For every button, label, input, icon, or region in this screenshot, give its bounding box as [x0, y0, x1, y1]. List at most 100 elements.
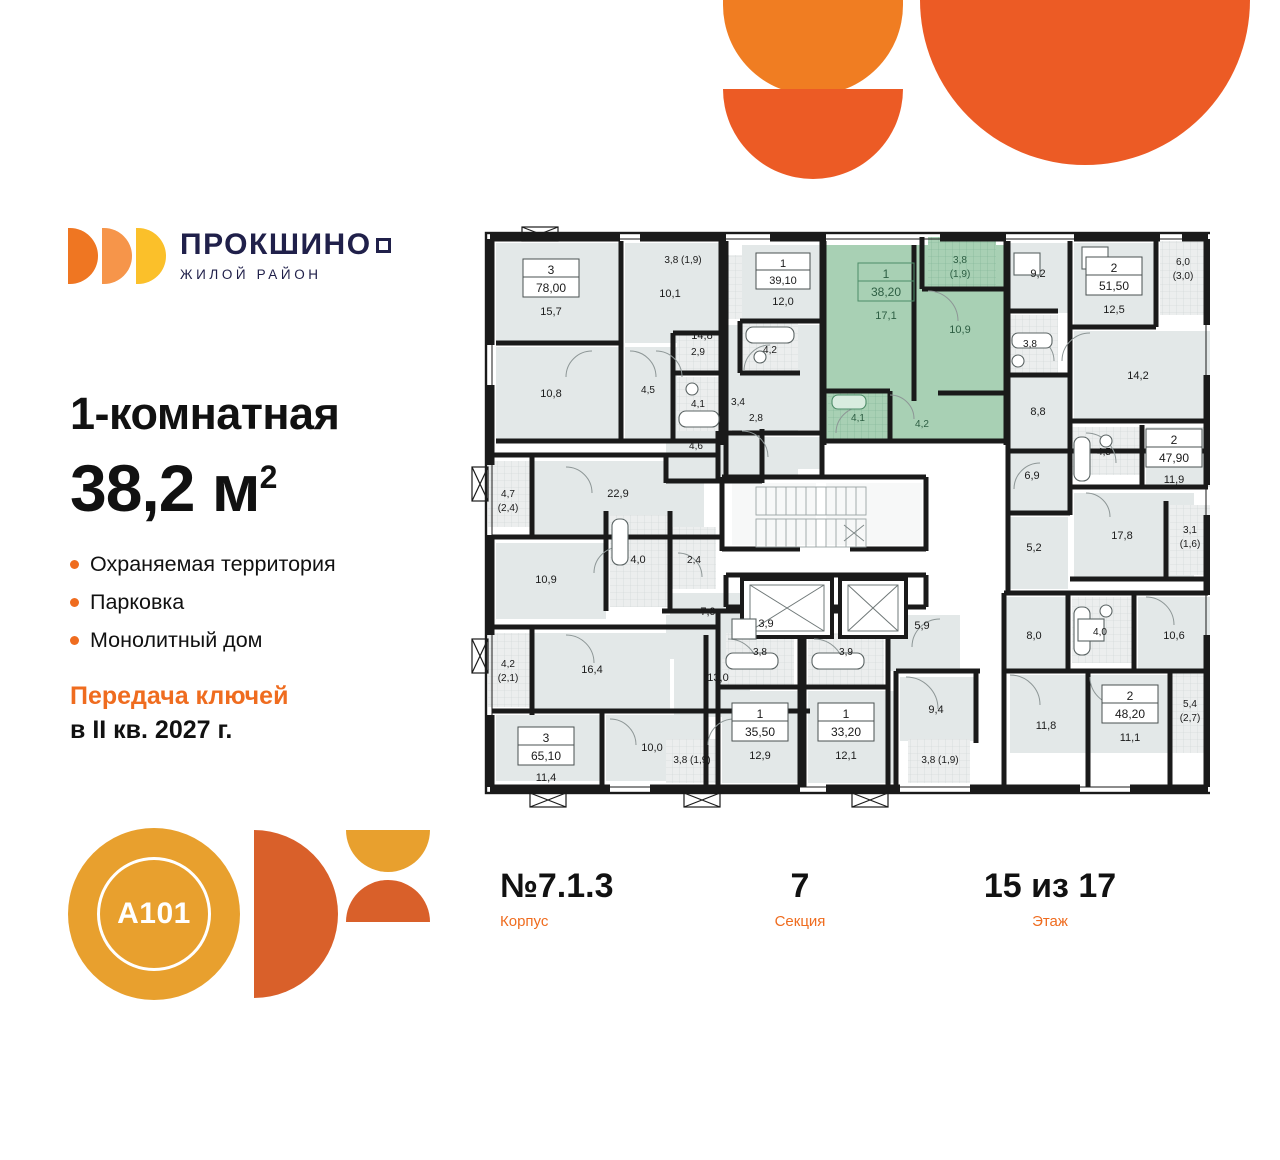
svg-text:3,4: 3,4 [731, 397, 745, 408]
svg-text:6,9: 6,9 [1024, 470, 1039, 482]
brand-title-text: ПРОКШИНО [180, 228, 372, 261]
svg-text:3,8 (1,9): 3,8 (1,9) [673, 755, 710, 766]
brand-square-icon [375, 237, 391, 253]
svg-text:(2,4): (2,4) [498, 503, 519, 514]
meta-korpus: №7.1.3 Корпус [500, 867, 680, 931]
unit-badge: 3 65,10 [517, 726, 575, 766]
svg-text:33,20: 33,20 [831, 725, 861, 739]
svg-text:4,5: 4,5 [1097, 447, 1111, 458]
brand-title: ПРОКШИНО [180, 230, 391, 260]
key-handover-block: Передача ключей в II кв. 2027 г. [70, 680, 288, 748]
meta-korpus-value: №7.1.3 [500, 867, 614, 905]
svg-text:16,4: 16,4 [581, 664, 602, 676]
svg-text:14,8: 14,8 [691, 330, 712, 342]
unit-badge: 2 51,50 [1085, 256, 1143, 296]
meta-korpus-label: Корпус [500, 913, 549, 931]
feature-list: Охраняемая территория Парковка Монолитны… [70, 552, 336, 666]
a101-shape-bowl [346, 830, 430, 872]
svg-text:48,20: 48,20 [1115, 707, 1145, 721]
feature-label: Парковка [90, 590, 185, 614]
svg-text:10,0: 10,0 [641, 742, 662, 754]
svg-text:2,4: 2,4 [687, 555, 701, 566]
list-item: Охраняемая территория [70, 552, 336, 577]
apartment-area-unit: 2 [259, 459, 278, 495]
svg-text:9,2: 9,2 [1030, 268, 1045, 280]
a101-circle: A101 [68, 828, 240, 1000]
svg-text:9,4: 9,4 [928, 704, 943, 716]
svg-text:17,1: 17,1 [875, 310, 896, 322]
plan-walls [484, 231, 1210, 795]
dot-icon [70, 560, 79, 569]
svg-text:10,9: 10,9 [535, 574, 556, 586]
svg-text:3,8: 3,8 [753, 647, 767, 658]
svg-text:5,9: 5,9 [914, 620, 929, 632]
svg-text:4,6: 4,6 [689, 441, 703, 452]
decor-half-circle-bottom [723, 89, 903, 179]
svg-text:13,0: 13,0 [707, 672, 728, 684]
brand-block: ПРОКШИНО ЖИЛОЙ РАЙОН [68, 228, 391, 284]
svg-text:7,9: 7,9 [700, 606, 715, 618]
svg-text:(1,6): (1,6) [1180, 539, 1201, 550]
dot-icon [70, 598, 79, 607]
svg-text:2,8: 2,8 [749, 413, 763, 424]
meta-sekciya-value: 7 [790, 867, 810, 905]
svg-text:4,7: 4,7 [501, 489, 515, 500]
meta-etazh-value: 15 из 17 [983, 867, 1117, 905]
svg-text:12,0: 12,0 [772, 296, 793, 308]
svg-text:2,9: 2,9 [691, 347, 705, 358]
svg-text:17,8: 17,8 [1111, 530, 1132, 542]
plumbing-fixtures [611, 246, 1113, 670]
decor-half-circle-large [920, 0, 1250, 165]
apartment-area-value: 38,2 м [70, 451, 261, 525]
svg-text:47,90: 47,90 [1159, 451, 1189, 465]
unit-badge: 1 39,10 [755, 252, 811, 290]
svg-text:3,8 (1,9): 3,8 (1,9) [921, 755, 958, 766]
svg-text:4,0: 4,0 [630, 554, 645, 566]
svg-text:8,0: 8,0 [1026, 630, 1041, 642]
svg-text:3: 3 [543, 731, 550, 745]
svg-text:(3,0): (3,0) [1173, 271, 1194, 282]
svg-text:11,1: 11,1 [1120, 732, 1141, 744]
svg-text:3,9: 3,9 [758, 618, 773, 630]
list-item: Парковка [70, 590, 336, 615]
svg-text:3,8: 3,8 [953, 255, 967, 266]
a101-shape-dome [346, 880, 430, 922]
svg-text:3,8: 3,8 [1023, 339, 1037, 350]
svg-text:2: 2 [1171, 433, 1178, 447]
floor-plan[interactable]: 3 78,00 15,7 10,8 10,1 2,9 4,5 4,1 1 39,… [470, 215, 1210, 815]
svg-text:2: 2 [1127, 689, 1134, 703]
svg-text:1: 1 [757, 707, 764, 721]
svg-text:12,1: 12,1 [835, 750, 856, 762]
svg-text:1: 1 [780, 258, 786, 270]
svg-text:14,2: 14,2 [1127, 370, 1148, 382]
a101-ring: A101 [97, 857, 211, 971]
svg-text:1: 1 [883, 267, 890, 281]
svg-text:15,7: 15,7 [540, 306, 561, 318]
svg-text:3,9: 3,9 [839, 647, 853, 658]
core-elevator-icon [740, 577, 908, 639]
apartment-area: 38,2 м2 [70, 450, 278, 526]
feature-label: Монолитный дом [90, 628, 263, 652]
svg-text:(2,7): (2,7) [1180, 713, 1201, 724]
key-handover-line1: Передача ключей [70, 682, 289, 710]
svg-text:3,8 (1,9): 3,8 (1,9) [664, 255, 701, 266]
list-item: Монолитный дом [70, 628, 336, 653]
svg-text:4,2: 4,2 [763, 345, 777, 356]
a101-shape-d [254, 830, 338, 998]
plan-labels: 3 78,00 15,7 10,8 10,1 2,9 4,5 4,1 1 39,… [498, 252, 1203, 784]
feature-label: Охраняемая территория [90, 552, 336, 576]
info-panel: ПРОКШИНО ЖИЛОЙ РАЙОН 1-комнатная 38,2 м2… [0, 0, 470, 1160]
svg-text:2: 2 [1111, 261, 1118, 275]
svg-text:11,8: 11,8 [1036, 720, 1057, 732]
unit-badge: 2 47,90 [1145, 428, 1203, 468]
svg-text:38,20: 38,20 [871, 285, 901, 299]
meta-etazh: 15 из 17 Этаж [920, 867, 1180, 930]
svg-text:4,0: 4,0 [1093, 627, 1107, 638]
meta-sekciya: 7 Секция [680, 867, 920, 930]
svg-text:4,2: 4,2 [501, 659, 515, 670]
svg-text:78,00: 78,00 [536, 281, 566, 295]
decor-half-circle-top [723, 0, 903, 95]
svg-text:5,4: 5,4 [1183, 699, 1197, 710]
svg-text:8,8: 8,8 [1030, 406, 1045, 418]
